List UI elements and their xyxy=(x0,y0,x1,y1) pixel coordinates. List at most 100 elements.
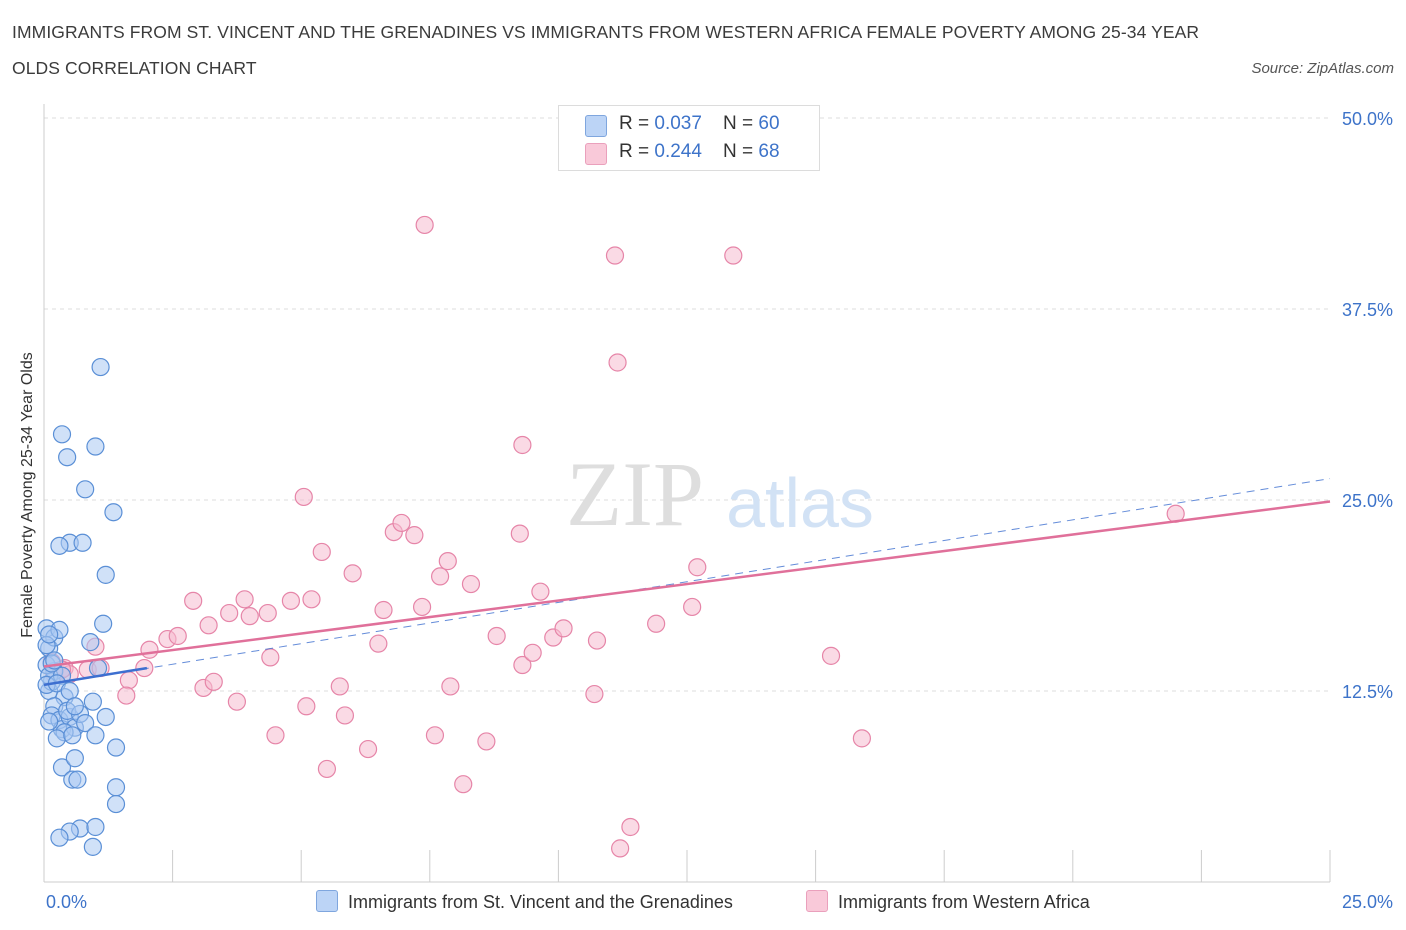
data-point-st-vincent xyxy=(96,565,115,584)
data-point-western-africa xyxy=(140,640,159,659)
data-point-st-vincent xyxy=(65,749,84,768)
data-point-western-africa xyxy=(821,646,841,665)
data-point-western-africa xyxy=(184,591,203,610)
data-point-western-africa xyxy=(513,435,532,455)
y-tick-label: 50.0% xyxy=(1342,109,1393,129)
data-point-st-vincent xyxy=(86,817,105,837)
x-tick-label: 25.0% xyxy=(1342,892,1393,912)
data-point-western-africa xyxy=(297,697,316,716)
data-point-st-vincent xyxy=(96,707,115,727)
data-point-st-vincent xyxy=(76,480,95,499)
legend-n-value: 68 xyxy=(758,141,780,162)
series-western-africa xyxy=(42,215,1185,858)
data-point-western-africa xyxy=(330,677,349,696)
data-point-st-vincent xyxy=(52,425,72,444)
data-point-western-africa xyxy=(513,655,532,675)
legend-n-value: 60 xyxy=(758,113,780,134)
data-point-st-vincent xyxy=(83,837,102,856)
data-point-western-africa xyxy=(117,686,136,705)
axes xyxy=(43,104,1331,883)
data-point-st-vincent xyxy=(52,758,72,777)
data-point-st-vincent xyxy=(106,778,126,797)
data-point-st-vincent xyxy=(106,794,126,814)
data-point-st-vincent xyxy=(58,448,77,467)
data-point-st-vincent xyxy=(86,437,105,456)
data-point-western-africa xyxy=(302,590,321,609)
data-point-western-africa xyxy=(531,582,550,601)
data-point-western-africa xyxy=(119,671,138,690)
source-label: Source: ZipAtlas.com xyxy=(1251,60,1394,77)
bottom-legend-swatch-blue xyxy=(316,890,338,912)
chart-title: IMMIGRANTS FROM ST. VINCENT AND THE GREN… xyxy=(12,22,1200,78)
data-point-western-africa xyxy=(220,603,239,623)
data-point-st-vincent xyxy=(60,681,79,701)
data-point-western-africa xyxy=(852,729,871,748)
data-point-western-africa xyxy=(240,607,259,626)
data-point-st-vincent xyxy=(104,503,123,522)
data-point-western-africa xyxy=(374,600,393,620)
legend-r-value: 0.244 xyxy=(654,141,702,162)
data-point-western-africa xyxy=(343,564,362,583)
data-point-western-africa xyxy=(281,591,301,610)
trend-line-st-vincent-dashed xyxy=(43,478,1331,686)
data-point-western-africa xyxy=(235,590,254,609)
data-point-st-vincent xyxy=(47,729,66,748)
data-point-st-vincent xyxy=(76,713,95,733)
data-point-st-vincent xyxy=(73,533,92,552)
legend-r-value: 0.037 xyxy=(654,113,702,134)
watermark-atlas: atlas xyxy=(726,464,874,542)
data-point-western-africa xyxy=(412,597,432,617)
data-point-western-africa xyxy=(683,597,702,617)
legend-r-label: R = xyxy=(619,141,655,162)
data-point-st-vincent xyxy=(65,697,84,716)
data-point-western-africa xyxy=(454,775,473,794)
legend-n-label: N = xyxy=(723,141,759,162)
data-point-st-vincent xyxy=(40,625,59,644)
data-point-western-africa xyxy=(358,739,378,759)
watermark: ZIP atlas xyxy=(566,443,874,545)
data-point-western-africa xyxy=(317,759,337,779)
data-point-western-africa xyxy=(688,558,707,577)
y-tick-label: 25.0% xyxy=(1342,491,1393,511)
data-point-western-africa xyxy=(585,684,604,704)
data-point-western-africa xyxy=(605,246,625,265)
data-point-western-africa xyxy=(227,692,246,711)
trend-lines xyxy=(43,478,1331,687)
bottom-legend-label-blue: Immigrants from St. Vincent and the Gren… xyxy=(348,892,733,912)
data-point-st-vincent xyxy=(81,633,100,652)
data-point-western-africa xyxy=(415,215,434,235)
data-point-western-africa xyxy=(294,487,313,507)
tick-labels: 12.5% 25.0% 37.5% 50.0% 0.0% 25.0% xyxy=(46,109,1393,912)
data-point-western-africa xyxy=(587,631,607,650)
data-point-western-africa xyxy=(392,513,411,533)
correlation-legend: R = 0.037 N = 60 R = 0.244 N = 68 xyxy=(558,105,820,171)
data-point-western-africa xyxy=(199,616,218,635)
data-point-st-vincent xyxy=(86,726,105,745)
data-point-western-africa xyxy=(441,677,460,696)
data-point-st-vincent xyxy=(50,536,69,555)
bottom-legend-label-pink: Immigrants from Western Africa xyxy=(838,892,1090,912)
data-point-western-africa xyxy=(461,574,481,594)
data-point-western-africa xyxy=(510,524,529,543)
data-point-western-africa xyxy=(724,246,743,265)
bottom-legend-swatch-pink xyxy=(806,890,828,912)
trend-line-st-vincent xyxy=(43,666,148,687)
data-point-st-vincent xyxy=(50,828,69,847)
data-point-western-africa xyxy=(258,603,277,623)
legend-r-label: R = xyxy=(619,113,655,134)
data-point-western-africa xyxy=(611,839,630,858)
data-point-western-africa xyxy=(477,732,496,751)
data-point-western-africa xyxy=(425,726,445,745)
data-point-western-africa xyxy=(647,614,666,633)
legend-n-label: N = xyxy=(723,113,759,134)
data-point-st-vincent xyxy=(63,726,82,745)
data-point-western-africa xyxy=(168,626,187,646)
data-point-western-africa xyxy=(405,526,424,545)
watermark-zip: ZIP xyxy=(566,443,704,545)
data-point-western-africa xyxy=(204,672,223,691)
data-point-st-vincent xyxy=(106,738,126,757)
data-point-st-vincent xyxy=(94,614,113,633)
series-st-vincent xyxy=(37,357,126,856)
legend-swatch-blue xyxy=(585,115,607,137)
